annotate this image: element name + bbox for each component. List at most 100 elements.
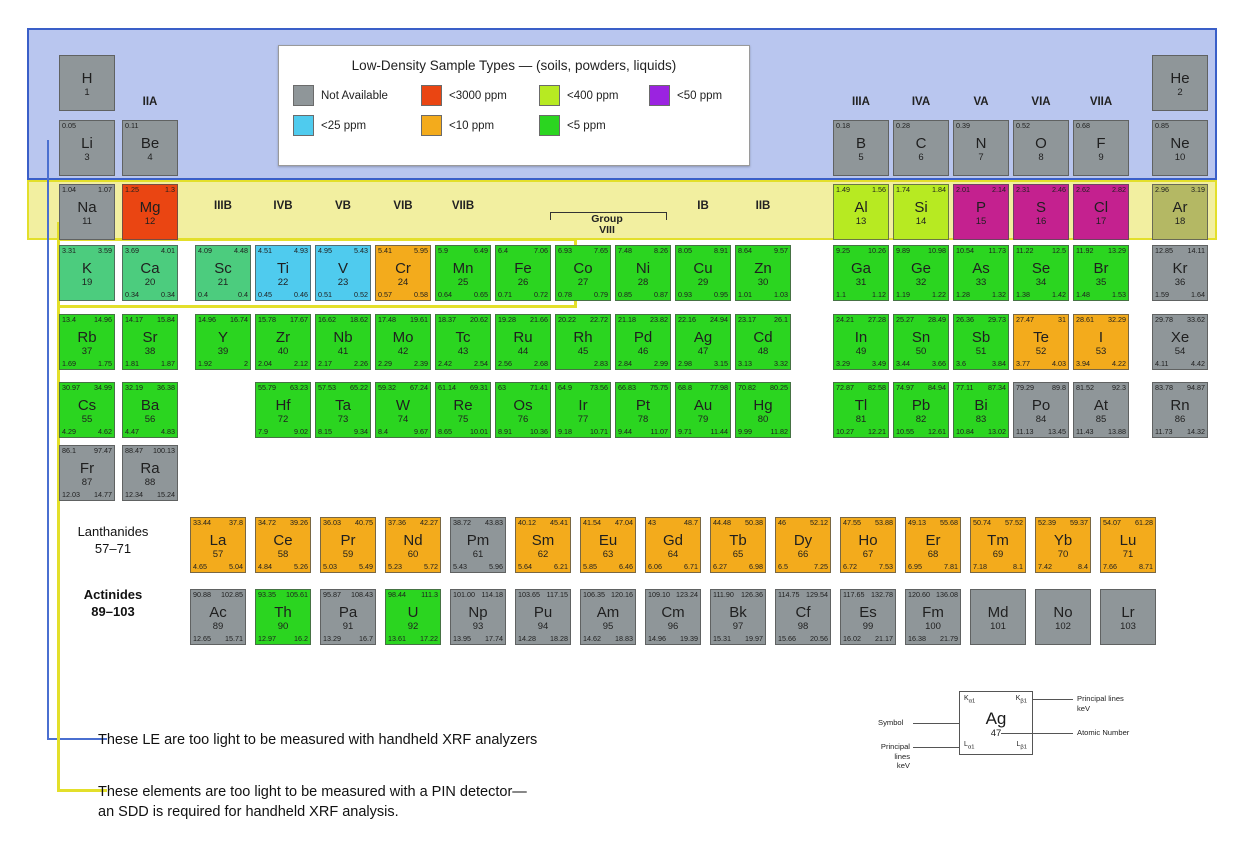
element-cell-lr[interactable]: Lr 103 — [1100, 589, 1156, 645]
element-cell-eu[interactable]: 41.54 47.04 Eu 63 5.85 6.46 — [580, 517, 636, 573]
element-cell-i[interactable]: 28.61 32.29 I 53 3.94 4.22 — [1073, 314, 1129, 370]
element-cell-tc[interactable]: 18.37 20.62 Tc 43 2.42 2.54 — [435, 314, 491, 370]
element-cell-as[interactable]: 10.54 11.73 As 33 1.28 1.32 — [953, 245, 1009, 301]
element-cell-pb[interactable]: 74.97 84.94 Pb 82 10.55 12.61 — [893, 382, 949, 438]
element-cell-au[interactable]: 68.8 77.98 Au 79 9.71 11.44 — [675, 382, 731, 438]
element-cell-cs[interactable]: 30.97 34.99 Cs 55 4.29 4.62 — [59, 382, 115, 438]
element-cell-ta[interactable]: 57.53 65.22 Ta 73 8.15 9.34 — [315, 382, 371, 438]
element-cell-yb[interactable]: 52.39 59.37 Yb 70 7.42 8.4 — [1035, 517, 1091, 573]
element-cell-ru[interactable]: 19.28 21.66 Ru 44 2.56 2.68 — [495, 314, 551, 370]
element-cell-dy[interactable]: 46 52.12 Dy 66 6.5 7.25 — [775, 517, 831, 573]
element-cell-cd[interactable]: 23.17 26.1 Cd 48 3.13 3.32 — [735, 314, 791, 370]
element-cell-xe[interactable]: 29.78 33.62 Xe 54 4.11 4.42 — [1152, 314, 1208, 370]
element-cell-br[interactable]: 11.92 13.29 Br 35 1.48 1.53 — [1073, 245, 1129, 301]
element-cell-cl[interactable]: 2.62 2.82 Cl 17 — [1073, 184, 1129, 240]
element-cell-fe[interactable]: 6.4 7.06 Fe 26 0.71 0.72 — [495, 245, 551, 301]
element-cell-ba[interactable]: 32.19 36.38 Ba 56 4.47 4.83 — [122, 382, 178, 438]
element-cell-zr[interactable]: 15.78 17.67 Zr 40 2.04 2.12 — [255, 314, 311, 370]
element-cell-ra[interactable]: 88.47 100.13 Ra 88 12.34 15.24 — [122, 445, 178, 501]
element-cell-rb[interactable]: 13.4 14.96 Rb 37 1.69 1.75 — [59, 314, 115, 370]
element-cell-b[interactable]: 0.18 B 5 — [833, 120, 889, 176]
element-cell-np[interactable]: 101.00 114.18 Np 93 13.95 17.74 — [450, 589, 506, 645]
element-cell-gd[interactable]: 43 48.7 Gd 64 6.06 6.71 — [645, 517, 701, 573]
element-cell-si[interactable]: 1.74 1.84 Si 14 — [893, 184, 949, 240]
element-cell-sb[interactable]: 26.36 29.73 Sb 51 3.6 3.84 — [953, 314, 1009, 370]
element-cell-pm[interactable]: 38.72 43.83 Pm 61 5.43 5.96 — [450, 517, 506, 573]
element-cell-ca[interactable]: 3.69 4.01 Ca 20 0.34 0.34 — [122, 245, 178, 301]
element-cell-ni[interactable]: 7.48 8.26 Ni 28 0.85 0.87 — [615, 245, 671, 301]
element-cell-re[interactable]: 61.14 69.31 Re 75 8.65 10.01 — [435, 382, 491, 438]
element-cell-cm[interactable]: 109.10 123.24 Cm 96 14.96 19.39 — [645, 589, 701, 645]
element-cell-rn[interactable]: 83.78 94.87 Rn 86 11.73 14.32 — [1152, 382, 1208, 438]
element-cell-c[interactable]: 0.28 C 6 — [893, 120, 949, 176]
element-cell-y[interactable]: 14.96 16.74 Y 39 1.92 2 — [195, 314, 251, 370]
element-cell-zn[interactable]: 8.64 9.57 Zn 30 1.01 1.03 — [735, 245, 791, 301]
element-cell-sm[interactable]: 40.12 45.41 Sm 62 5.64 6.21 — [515, 517, 571, 573]
element-cell-th[interactable]: 93.35 105.61 Th 90 12.97 16.2 — [255, 589, 311, 645]
element-cell-pd[interactable]: 21.18 23.82 Pd 46 2.84 2.99 — [615, 314, 671, 370]
element-cell-bi[interactable]: 77.11 87.34 Bi 83 10.84 13.02 — [953, 382, 1009, 438]
element-cell-pt[interactable]: 66.83 75.75 Pt 78 9.44 11.07 — [615, 382, 671, 438]
element-cell-w[interactable]: 59.32 67.24 W 74 8.4 9.67 — [375, 382, 431, 438]
element-cell-al[interactable]: 1.49 1.56 Al 13 — [833, 184, 889, 240]
element-cell-mn[interactable]: 5.9 6.49 Mn 25 0.64 0.65 — [435, 245, 491, 301]
element-cell-lu[interactable]: 54.07 61.28 Lu 71 7.66 8.71 — [1100, 517, 1156, 573]
element-cell-sn[interactable]: 25.27 28.49 Sn 50 3.44 3.66 — [893, 314, 949, 370]
element-cell-ce[interactable]: 34.72 39.26 Ce 58 4.84 5.26 — [255, 517, 311, 573]
element-cell-ge[interactable]: 9.89 10.98 Ge 32 1.19 1.22 — [893, 245, 949, 301]
element-cell-ne[interactable]: 0.85 Ne 10 — [1152, 120, 1208, 176]
element-cell-p[interactable]: 2.01 2.14 P 15 — [953, 184, 1009, 240]
element-cell-rh[interactable]: 20.22 22.72 Rh 45 2.83 — [555, 314, 611, 370]
element-cell-be[interactable]: 0.11 Be 4 — [122, 120, 178, 176]
element-cell-md[interactable]: Md 101 — [970, 589, 1026, 645]
element-cell-pr[interactable]: 36.03 40.75 Pr 59 5.03 5.49 — [320, 517, 376, 573]
element-cell-es[interactable]: 117.65 132.78 Es 99 16.02 21.17 — [840, 589, 896, 645]
element-cell-se[interactable]: 11.22 12.5 Se 34 1.38 1.42 — [1013, 245, 1069, 301]
element-cell-am[interactable]: 106.35 120.16 Am 95 14.62 18.83 — [580, 589, 636, 645]
element-cell-mg[interactable]: 1.25 1.3 Mg 12 — [122, 184, 178, 240]
element-cell-nb[interactable]: 16.62 18.62 Nb 41 2.17 2.26 — [315, 314, 371, 370]
element-cell-v[interactable]: 4.95 5.43 V 23 0.51 0.52 — [315, 245, 371, 301]
element-cell-la[interactable]: 33.44 37.8 La 57 4.65 5.04 — [190, 517, 246, 573]
element-cell-po[interactable]: 79.29 89.8 Po 84 11.13 13.45 — [1013, 382, 1069, 438]
element-cell-ti[interactable]: 4.51 4.93 Ti 22 0.45 0.46 — [255, 245, 311, 301]
element-cell-fm[interactable]: 120.60 136.08 Fm 100 16.38 21.79 — [905, 589, 961, 645]
element-cell-tb[interactable]: 44.48 50.38 Tb 65 6.27 6.98 — [710, 517, 766, 573]
element-cell-hf[interactable]: 55.79 63.23 Hf 72 7.9 9.02 — [255, 382, 311, 438]
element-cell-mo[interactable]: 17.48 19.61 Mo 42 2.29 2.39 — [375, 314, 431, 370]
element-cell-n[interactable]: 0.39 N 7 — [953, 120, 1009, 176]
element-cell-u[interactable]: 98.44 111.3 U 92 13.61 17.22 — [385, 589, 441, 645]
element-cell-sc[interactable]: 4.09 4.48 Sc 21 0.4 0.4 — [195, 245, 251, 301]
element-cell-o[interactable]: 0.52 O 8 — [1013, 120, 1069, 176]
element-cell-nd[interactable]: 37.36 42.27 Nd 60 5.23 5.72 — [385, 517, 441, 573]
element-cell-er[interactable]: 49.13 55.68 Er 68 6.95 7.81 — [905, 517, 961, 573]
element-cell-k[interactable]: 3.31 3.59 K 19 — [59, 245, 115, 301]
element-cell-tl[interactable]: 72.87 82.58 Tl 81 10.27 12.21 — [833, 382, 889, 438]
element-cell-na[interactable]: 1.04 1.07 Na 11 — [59, 184, 115, 240]
element-cell-hg[interactable]: 70.82 80.25 Hg 80 9.99 11.82 — [735, 382, 791, 438]
element-cell-os[interactable]: 63 71.41 Os 76 8.91 10.36 — [495, 382, 551, 438]
element-cell-tm[interactable]: 50.74 57.52 Tm 69 7.18 8.1 — [970, 517, 1026, 573]
element-cell-at[interactable]: 81.52 92.3 At 85 11.43 13.88 — [1073, 382, 1129, 438]
element-cell-no[interactable]: No 102 — [1035, 589, 1091, 645]
element-cell-bk[interactable]: 111.90 126.36 Bk 97 15.31 19.97 — [710, 589, 766, 645]
element-cell-te[interactable]: 27.47 31 Te 52 3.77 4.03 — [1013, 314, 1069, 370]
element-cell-cr[interactable]: 5.41 5.95 Cr 24 0.57 0.58 — [375, 245, 431, 301]
element-cell-kr[interactable]: 12.85 14.11 Kr 36 1.59 1.64 — [1152, 245, 1208, 301]
element-cell-fr[interactable]: 86.1 97.47 Fr 87 12.03 14.77 — [59, 445, 115, 501]
element-cell-ga[interactable]: 9.25 10.26 Ga 31 1.1 1.12 — [833, 245, 889, 301]
element-cell-ar[interactable]: 2.96 3.19 Ar 18 — [1152, 184, 1208, 240]
element-cell-pu[interactable]: 103.65 117.15 Pu 94 14.28 18.28 — [515, 589, 571, 645]
element-cell-s[interactable]: 2.31 2.46 S 16 — [1013, 184, 1069, 240]
element-cell-f[interactable]: 0.68 F 9 — [1073, 120, 1129, 176]
element-cell-ho[interactable]: 47.55 53.88 Ho 67 6.72 7.53 — [840, 517, 896, 573]
element-cell-cf[interactable]: 114.75 129.54 Cf 98 15.66 20.56 — [775, 589, 831, 645]
element-cell-he[interactable]: He 2 — [1152, 55, 1208, 111]
element-cell-co[interactable]: 6.93 7.65 Co 27 0.78 0.79 — [555, 245, 611, 301]
element-cell-pa[interactable]: 95.87 108.43 Pa 91 13.29 16.7 — [320, 589, 376, 645]
element-cell-ir[interactable]: 64.9 73.56 Ir 77 9.18 10.71 — [555, 382, 611, 438]
element-cell-ag[interactable]: 22.16 24.94 Ag 47 2.98 3.15 — [675, 314, 731, 370]
element-cell-ac[interactable]: 90.88 102.85 Ac 89 12.65 15.71 — [190, 589, 246, 645]
element-cell-sr[interactable]: 14.17 15.84 Sr 38 1.81 1.87 — [122, 314, 178, 370]
